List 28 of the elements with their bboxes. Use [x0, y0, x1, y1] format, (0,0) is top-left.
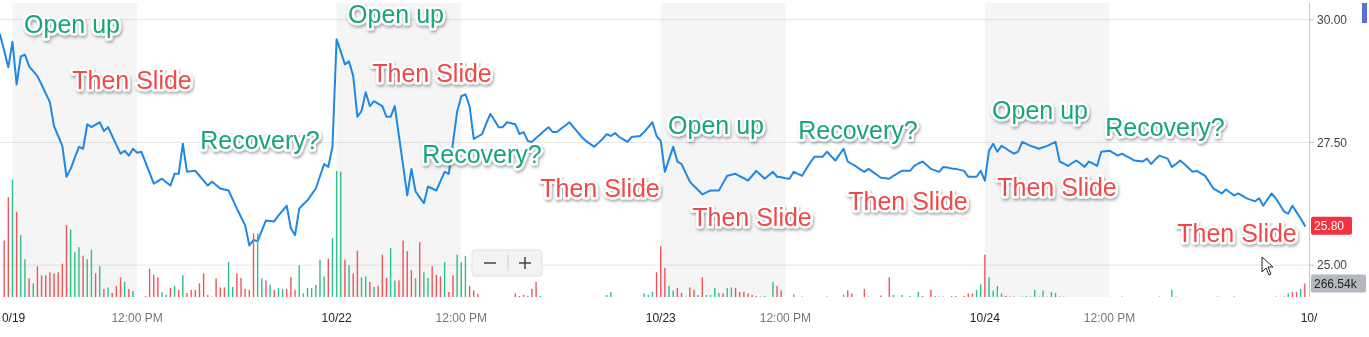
x-tick-label: 12:00 PM	[1083, 311, 1136, 325]
data-label: 25.80	[1314, 219, 1345, 234]
annotation: Open up	[992, 95, 1088, 124]
x-tick-label: 10/23	[645, 311, 677, 325]
annotation: Open up	[348, 0, 444, 28]
x-tick-label: 12:00 PM	[759, 311, 812, 325]
annotation: Then Slide	[72, 65, 192, 94]
x-tick-label: 0/19	[1, 311, 26, 325]
annotation: Then Slide	[692, 202, 812, 231]
y-tick-label: 30.00	[1317, 12, 1348, 27]
x-tick-label: 12:00 PM	[435, 311, 487, 325]
annotation: Then Slide	[372, 58, 492, 87]
annotation: Then Slide	[848, 186, 968, 215]
x-tick-label: 10/	[1300, 311, 1318, 325]
annotation: Open up	[24, 9, 120, 38]
annotation: Recovery?	[1105, 112, 1225, 141]
annotation: Recovery?	[798, 115, 918, 144]
annotation: Then Slide	[1177, 218, 1297, 247]
x-tick-label: 10/24	[969, 311, 1001, 325]
annotation: Recovery?	[200, 125, 320, 154]
y-tick-label: 27.50	[1317, 135, 1348, 150]
annotation: Open up	[668, 110, 764, 139]
annotation: Then Slide	[540, 173, 660, 202]
annotation: Then Slide	[997, 172, 1117, 201]
text: 266.54k	[1314, 276, 1358, 291]
x-tick-label: 12:00 PM	[111, 311, 163, 325]
x-tick-label: 10/22	[321, 311, 352, 325]
y-tick-label: 25.00	[1317, 258, 1348, 273]
